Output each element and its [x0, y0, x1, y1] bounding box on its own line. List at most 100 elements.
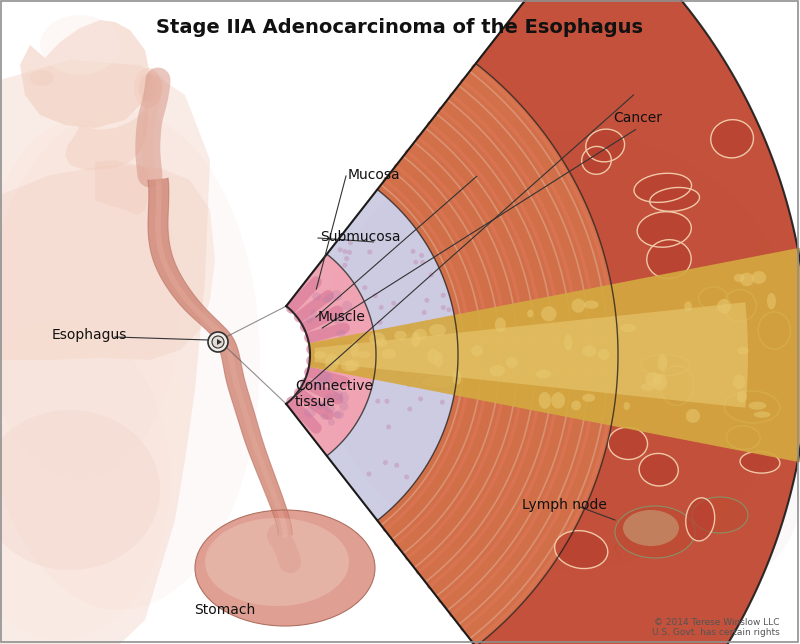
Text: Stomach: Stomach — [194, 603, 256, 617]
Ellipse shape — [506, 357, 518, 368]
Ellipse shape — [404, 327, 410, 331]
Ellipse shape — [314, 402, 324, 410]
Ellipse shape — [422, 310, 426, 315]
Ellipse shape — [733, 375, 746, 389]
Ellipse shape — [404, 475, 409, 480]
Ellipse shape — [754, 412, 770, 418]
Ellipse shape — [410, 249, 415, 254]
Ellipse shape — [639, 453, 678, 486]
Ellipse shape — [383, 460, 388, 465]
Ellipse shape — [582, 393, 595, 402]
Ellipse shape — [738, 347, 749, 355]
Ellipse shape — [314, 351, 326, 359]
Ellipse shape — [608, 427, 647, 459]
Ellipse shape — [399, 363, 404, 368]
Ellipse shape — [429, 272, 434, 278]
Ellipse shape — [435, 334, 440, 339]
Ellipse shape — [634, 173, 691, 202]
Text: Cancer: Cancer — [614, 111, 662, 125]
Ellipse shape — [421, 375, 457, 389]
Ellipse shape — [645, 372, 662, 386]
Ellipse shape — [314, 344, 320, 352]
Ellipse shape — [734, 274, 745, 282]
Ellipse shape — [312, 357, 319, 366]
Ellipse shape — [391, 332, 396, 337]
Ellipse shape — [310, 309, 317, 321]
Polygon shape — [217, 339, 222, 345]
Ellipse shape — [686, 409, 700, 423]
Ellipse shape — [338, 247, 342, 252]
Ellipse shape — [420, 110, 760, 350]
Ellipse shape — [322, 297, 330, 303]
Ellipse shape — [480, 390, 800, 610]
Ellipse shape — [424, 336, 429, 341]
Ellipse shape — [394, 331, 406, 340]
Ellipse shape — [420, 260, 425, 265]
Polygon shape — [476, 0, 800, 644]
Ellipse shape — [434, 344, 438, 349]
Ellipse shape — [334, 410, 344, 419]
Ellipse shape — [394, 365, 398, 370]
Ellipse shape — [582, 146, 611, 175]
Ellipse shape — [348, 240, 353, 245]
Ellipse shape — [324, 345, 331, 352]
Ellipse shape — [398, 331, 442, 349]
Ellipse shape — [658, 354, 667, 372]
Ellipse shape — [350, 341, 358, 358]
Ellipse shape — [332, 315, 342, 324]
Ellipse shape — [767, 293, 776, 309]
Ellipse shape — [391, 301, 396, 306]
Ellipse shape — [441, 293, 446, 298]
Ellipse shape — [0, 110, 260, 610]
Ellipse shape — [441, 305, 446, 310]
Ellipse shape — [333, 390, 343, 401]
Text: Connective
tissue: Connective tissue — [295, 379, 373, 409]
Ellipse shape — [342, 348, 352, 354]
Text: Muscle: Muscle — [318, 310, 366, 324]
Polygon shape — [314, 302, 748, 408]
Ellipse shape — [541, 307, 557, 321]
Ellipse shape — [330, 383, 338, 392]
Ellipse shape — [582, 345, 596, 357]
Polygon shape — [309, 247, 800, 463]
Ellipse shape — [490, 365, 506, 377]
Ellipse shape — [527, 310, 534, 317]
Ellipse shape — [340, 358, 350, 366]
Ellipse shape — [369, 332, 385, 345]
Polygon shape — [148, 178, 292, 535]
Ellipse shape — [623, 510, 679, 546]
Ellipse shape — [325, 405, 335, 413]
Ellipse shape — [411, 332, 420, 347]
Text: © 2014 Terese Winslow LLC
U.S. Govt. has certain rights: © 2014 Terese Winslow LLC U.S. Govt. has… — [652, 618, 780, 638]
Ellipse shape — [376, 338, 387, 347]
Ellipse shape — [752, 271, 766, 284]
Ellipse shape — [495, 317, 506, 332]
Ellipse shape — [339, 392, 349, 403]
Ellipse shape — [0, 320, 190, 520]
Ellipse shape — [334, 412, 342, 419]
Ellipse shape — [342, 314, 353, 321]
Ellipse shape — [446, 307, 451, 312]
Polygon shape — [65, 100, 148, 170]
Ellipse shape — [749, 402, 766, 410]
Ellipse shape — [740, 451, 780, 473]
Ellipse shape — [422, 357, 427, 363]
Ellipse shape — [340, 361, 348, 368]
Ellipse shape — [195, 510, 375, 626]
Text: Esophagus: Esophagus — [52, 328, 127, 342]
Ellipse shape — [375, 399, 380, 404]
Ellipse shape — [551, 392, 565, 408]
Ellipse shape — [330, 290, 342, 301]
Ellipse shape — [653, 374, 667, 390]
Ellipse shape — [378, 320, 382, 325]
Ellipse shape — [740, 272, 754, 287]
Ellipse shape — [378, 305, 384, 310]
Ellipse shape — [326, 293, 334, 301]
Ellipse shape — [584, 301, 598, 309]
Ellipse shape — [205, 518, 349, 606]
Ellipse shape — [429, 324, 446, 336]
Ellipse shape — [321, 401, 328, 409]
Ellipse shape — [758, 312, 790, 349]
Text: Stage IIA Adenocarcinoma of the Esophagus: Stage IIA Adenocarcinoma of the Esophagu… — [157, 18, 643, 37]
Ellipse shape — [424, 298, 430, 303]
